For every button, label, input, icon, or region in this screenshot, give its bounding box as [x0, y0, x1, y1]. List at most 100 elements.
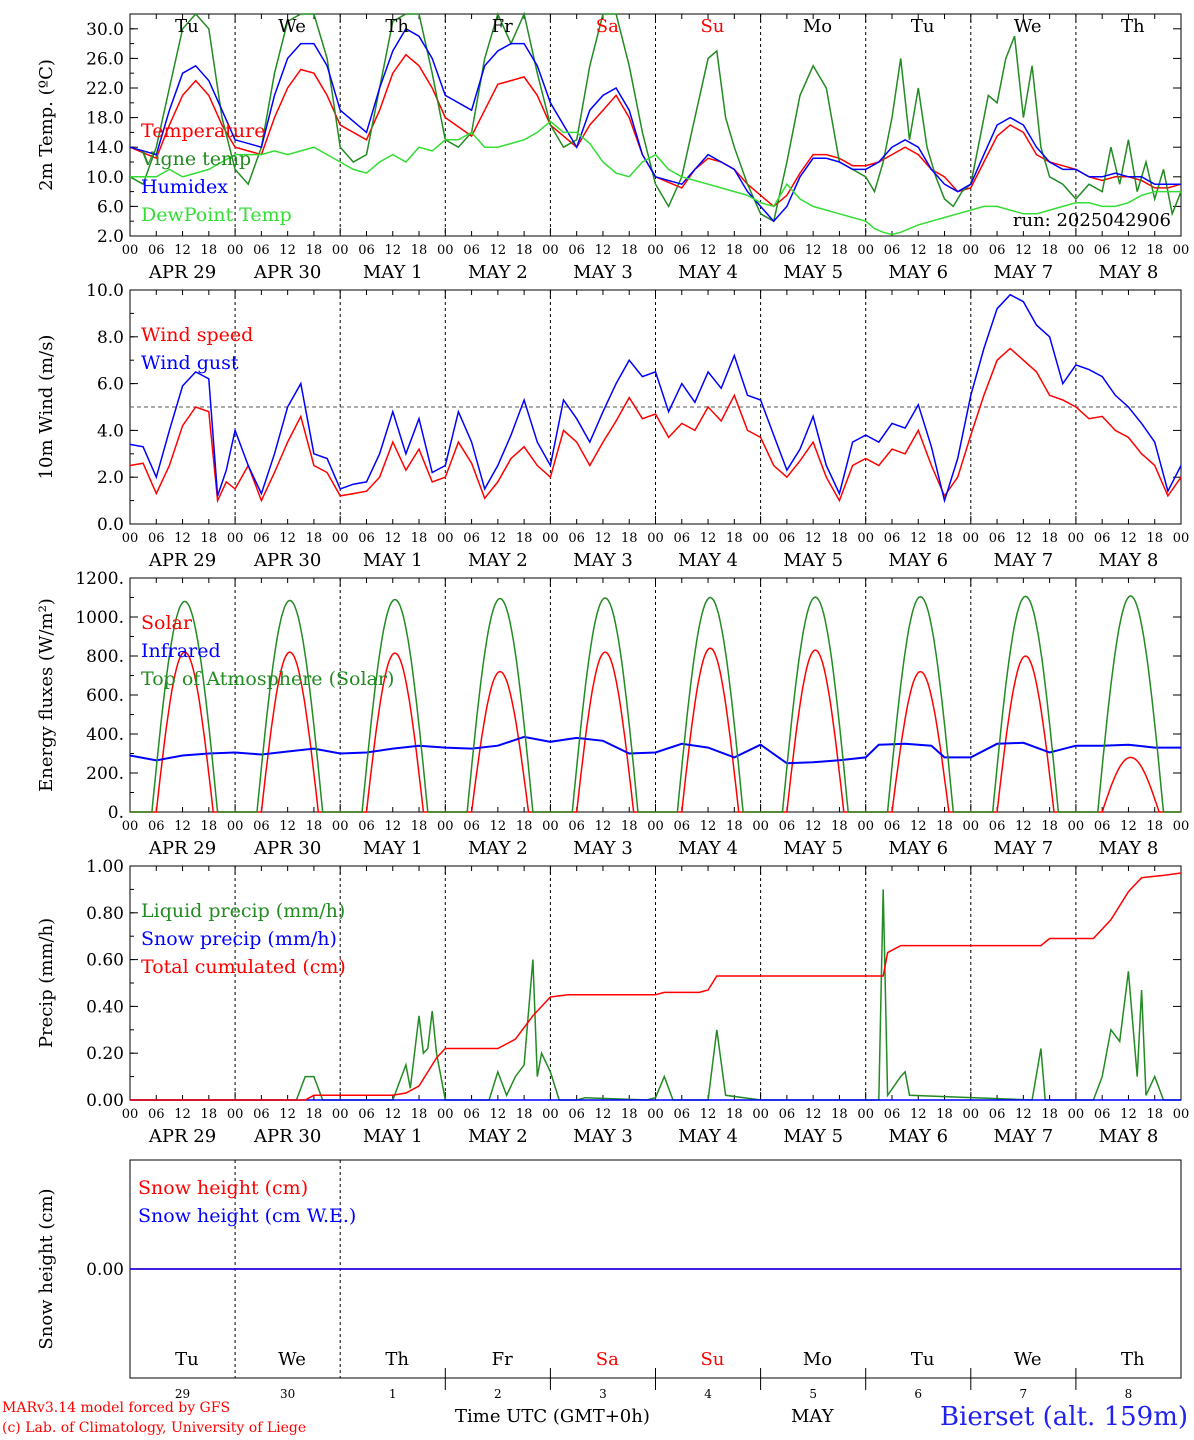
hour-tick-label: 00	[647, 819, 664, 834]
hour-tick-label: 18	[1041, 531, 1058, 546]
weekday-label-top: Fr	[492, 16, 513, 37]
weekday-label-bottom: Th	[1121, 1349, 1145, 1370]
date-label: MAY 2	[468, 550, 528, 571]
date-label: APR 29	[148, 262, 216, 283]
hour-tick-label: 00	[963, 531, 980, 546]
y-tick-label: 30.0	[86, 20, 124, 40]
hour-tick-label: 12	[910, 819, 927, 834]
y-tick-label: 8.0	[97, 328, 124, 348]
hour-tick-label: 00	[542, 819, 559, 834]
hour-tick-label: 00	[227, 819, 244, 834]
weekday-label-bottom: Th	[385, 1349, 409, 1370]
hour-tick-label: 12	[279, 1107, 296, 1122]
hour-tick-label: 06	[568, 531, 585, 546]
day-number: 2	[494, 1387, 502, 1401]
y-tick-label: 10.0	[86, 281, 124, 301]
y-tick-label: 800.	[86, 647, 124, 667]
y-tick-label: 2.0	[97, 468, 124, 488]
hour-tick-label: 12	[384, 1107, 401, 1122]
hour-tick-label: 06	[989, 243, 1006, 258]
series-line-wind-speed	[129, 347, 1182, 504]
date-label: APR 30	[253, 262, 321, 283]
y-tick-label: 14.0	[86, 138, 124, 158]
hour-tick-label: 06	[358, 243, 375, 258]
hour-tick-label: 18	[516, 819, 533, 834]
hour-tick-label: 06	[253, 819, 270, 834]
hour-tick-label: 00	[1173, 819, 1190, 834]
hour-tick-label: 06	[463, 1107, 480, 1122]
hour-tick-label: 18	[411, 243, 428, 258]
series-line-total-cumulated-cm-	[130, 872, 1182, 1101]
hour-tick-label: 00	[752, 243, 769, 258]
hour-tick-label: 00	[227, 1107, 244, 1122]
y-axis-label: 2m Temp. (ºC)	[36, 59, 57, 191]
y-tick-label: 0.0	[97, 515, 124, 535]
legend-entry: Vigne temp	[140, 148, 251, 170]
series-line-humidex	[129, 27, 1181, 223]
hour-tick-label: 12	[700, 531, 717, 546]
hour-tick-label: 12	[1015, 531, 1032, 546]
date-label: APR 30	[253, 550, 321, 571]
hour-tick-label: 12	[595, 531, 612, 546]
y-tick-label: 400.	[86, 725, 124, 745]
hour-tick-label: 12	[1015, 819, 1032, 834]
date-label: MAY 5	[783, 262, 843, 283]
date-label: MAY 1	[363, 1126, 423, 1147]
hour-tick-label: 12	[805, 243, 822, 258]
hour-tick-label: 00	[1068, 243, 1085, 258]
y-tick-label: 1200.	[75, 569, 124, 589]
date-label: MAY 4	[678, 1126, 738, 1147]
hour-tick-label: 00	[1068, 531, 1085, 546]
hour-tick-label: 18	[936, 1107, 953, 1122]
weekday-label-bottom: Su	[700, 1349, 724, 1370]
hour-tick-label: 00	[542, 531, 559, 546]
weekday-label-top: Sa	[596, 16, 619, 37]
panel-1: 00 06 12 18 APR 29 00 06 12 18 APR 30 00 06 12 18 MAY …	[36, 11, 1189, 283]
hour-tick-label: 00	[963, 1107, 980, 1122]
hour-tick-label: 06	[358, 819, 375, 834]
hour-tick-label: 18	[726, 1107, 743, 1122]
hour-tick-label: 06	[884, 243, 901, 258]
hour-tick-label: 18	[726, 819, 743, 834]
y-tick-label: 18.0	[86, 109, 124, 129]
hour-tick-label: 06	[674, 1107, 691, 1122]
hour-tick-label: 06	[989, 531, 1006, 546]
date-label: MAY 1	[363, 262, 423, 283]
date-label: MAY 7	[993, 262, 1053, 283]
hour-tick-label: 00	[963, 243, 980, 258]
day-number: 30	[280, 1387, 295, 1401]
lab-credit: (c) Lab. of Climatology, University of L…	[2, 1420, 307, 1436]
hour-tick-label: 18	[1041, 243, 1058, 258]
panel-3: 00 06 12 18 APR 29 00 06 12 18 APR 30 00 06 12 18 MAY …	[36, 569, 1189, 859]
hour-tick-label: 12	[279, 243, 296, 258]
weekday-label-bottom: Fr	[492, 1349, 513, 1370]
weekday-label-top: We	[278, 16, 306, 37]
hour-tick-label: 12	[595, 243, 612, 258]
hour-tick-label: 06	[884, 531, 901, 546]
hour-tick-label: 12	[700, 819, 717, 834]
hour-tick-label: 00	[332, 819, 349, 834]
hour-tick-label: 06	[568, 1107, 585, 1122]
hour-tick-label: 12	[384, 243, 401, 258]
hour-tick-label: 06	[674, 531, 691, 546]
y-tick-label: 0.	[108, 803, 124, 823]
hour-tick-label: 00	[122, 1107, 139, 1122]
weekday-label-top: Th	[385, 16, 409, 37]
hour-tick-label: 12	[595, 1107, 612, 1122]
hour-tick-label: 06	[463, 819, 480, 834]
legend-entry: Wind gust	[141, 352, 239, 374]
station-label: Bierset (alt. 159m)	[939, 1402, 1188, 1432]
hour-tick-label: 00	[332, 243, 349, 258]
hour-tick-label: 06	[1094, 1107, 1111, 1122]
hour-tick-label: 18	[516, 1107, 533, 1122]
y-axis-label: Precip (mm/h)	[36, 918, 57, 1048]
date-label: MAY 2	[468, 838, 528, 859]
legend-entry: Snow height (cm)	[138, 1177, 308, 1199]
hour-tick-label: 00	[542, 1107, 559, 1122]
legend-entry: Total cumulated (cm)	[141, 956, 346, 978]
hour-tick-label: 12	[490, 243, 507, 258]
weekday-label-bottom: Mo	[803, 1349, 832, 1370]
date-label: MAY 2	[468, 262, 528, 283]
hour-tick-label: 00	[647, 243, 664, 258]
y-tick-label: 10.0	[86, 168, 124, 188]
